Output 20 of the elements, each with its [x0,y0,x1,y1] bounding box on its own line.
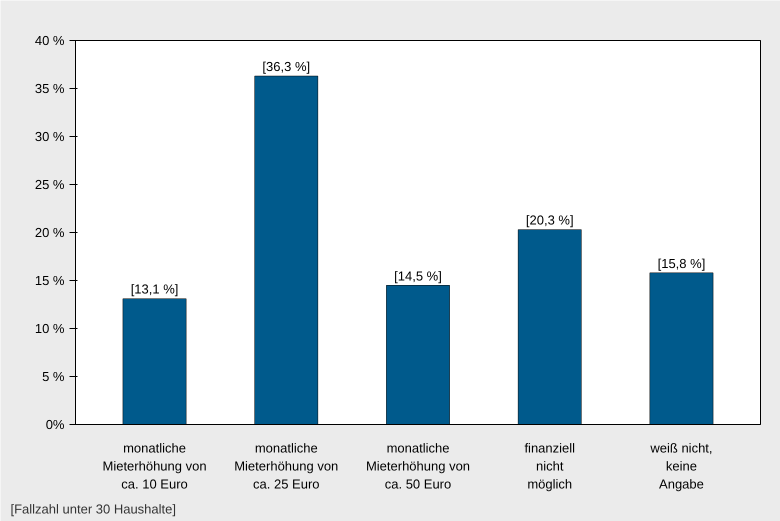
x-tick-label: finanziell nicht möglich [524,440,576,492]
y-tick-label: 35 % [34,81,65,96]
x-tick-label: monatliche Mieterhöhung von ca. 25 Euro [234,440,338,492]
data-label: [14,5 %] [394,268,442,284]
y-tick-label: 25 % [34,177,65,192]
y-tick-label: 20 % [34,225,65,240]
y-tick-label: 40 % [34,33,65,48]
y-tick-label: 15 % [34,273,65,288]
x-tick-label: monatliche Mieterhöhung von ca. 50 Euro [366,440,470,492]
data-label: [13,1 %] [130,282,178,297]
data-label: [15,8 %] [658,256,706,271]
y-tick-label: 5 % [42,369,65,384]
y-tick-label: 0% [46,417,65,432]
data-label: [20,3 %] [526,212,574,228]
x-tick-label: monatliche Mieterhöhung von ca. 10 Euro [102,440,207,492]
x-tick-label: weiß nicht, keine Angabe [649,440,713,492]
text: [Fallzahl unter 30 Haushalte] [10,502,176,516]
data-label: [36,3 %] [262,59,310,74]
y-tick-label: 10 % [34,321,65,336]
y-tick-label: 30 % [34,129,65,144]
